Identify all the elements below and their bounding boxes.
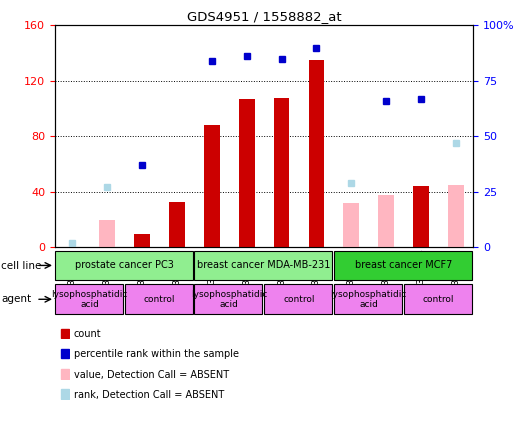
Bar [169, 202, 185, 247]
Text: percentile rank within the sample: percentile rank within the sample [74, 349, 238, 360]
Text: lysophosphatidic
acid: lysophosphatidic acid [52, 290, 128, 309]
FancyBboxPatch shape [264, 284, 332, 314]
Bar [448, 185, 464, 247]
Text: control: control [144, 295, 175, 304]
Bar [61, 329, 69, 338]
Text: prostate cancer PC3: prostate cancer PC3 [75, 261, 174, 270]
Text: rank, Detection Call = ABSENT: rank, Detection Call = ABSENT [74, 390, 224, 400]
Bar [344, 203, 359, 247]
Bar [61, 349, 69, 358]
Text: count: count [74, 329, 101, 339]
Bar [378, 195, 394, 247]
Bar [309, 60, 324, 247]
FancyBboxPatch shape [334, 284, 402, 314]
FancyBboxPatch shape [195, 284, 263, 314]
FancyBboxPatch shape [124, 284, 192, 314]
Text: value, Detection Call = ABSENT: value, Detection Call = ABSENT [74, 370, 229, 380]
Text: lysophosphatidic
acid: lysophosphatidic acid [331, 290, 407, 309]
Text: lysophosphatidic
acid: lysophosphatidic acid [191, 290, 267, 309]
FancyBboxPatch shape [404, 284, 472, 314]
Bar [61, 369, 69, 379]
Bar [134, 233, 150, 247]
FancyBboxPatch shape [55, 284, 123, 314]
Bar [413, 187, 429, 247]
Bar [204, 125, 220, 247]
Text: cell line: cell line [1, 261, 41, 271]
Text: breast cancer MCF7: breast cancer MCF7 [355, 261, 452, 270]
FancyBboxPatch shape [55, 250, 192, 280]
Text: control: control [283, 295, 315, 304]
Title: GDS4951 / 1558882_at: GDS4951 / 1558882_at [187, 10, 342, 23]
Text: control: control [423, 295, 454, 304]
FancyBboxPatch shape [334, 250, 472, 280]
Bar [274, 98, 289, 247]
Bar [61, 390, 69, 399]
Text: breast cancer MDA-MB-231: breast cancer MDA-MB-231 [197, 261, 331, 270]
Text: agent: agent [1, 294, 31, 305]
FancyBboxPatch shape [195, 250, 332, 280]
Bar [239, 99, 255, 247]
Bar [99, 220, 115, 247]
